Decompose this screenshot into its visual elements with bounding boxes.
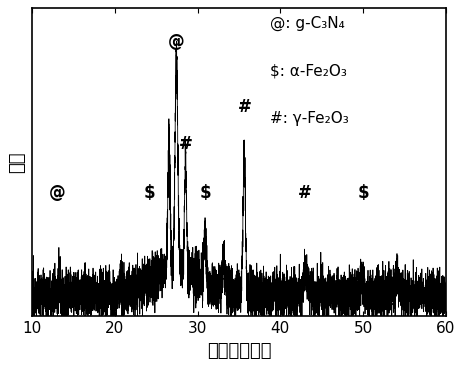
X-axis label: 蝁射角（度）: 蝁射角（度）: [206, 342, 270, 360]
Text: #: γ-Fe₂O₃: #: γ-Fe₂O₃: [269, 112, 348, 127]
Text: @: @: [168, 33, 184, 51]
Text: #: #: [298, 184, 312, 202]
Text: $: $: [357, 184, 368, 202]
Text: @: g-C₃N₄: @: g-C₃N₄: [269, 16, 344, 31]
Text: $: $: [144, 184, 155, 202]
Text: @: @: [48, 184, 65, 202]
Text: $: α-Fe₂O₃: $: α-Fe₂O₃: [269, 64, 346, 79]
Text: #: #: [179, 135, 193, 153]
Text: #: #: [237, 98, 251, 116]
Text: $: $: [200, 184, 211, 202]
Y-axis label: 强度: 强度: [8, 152, 26, 173]
